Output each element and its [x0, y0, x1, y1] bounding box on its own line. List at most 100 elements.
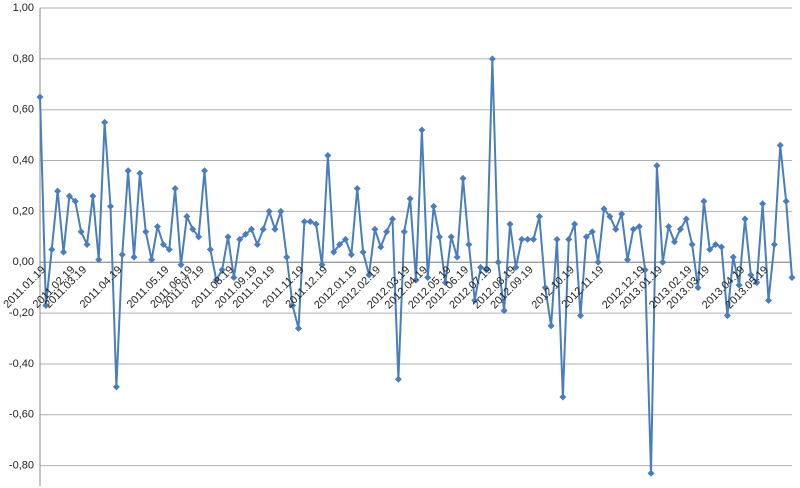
- y-tick-label: 0,80: [13, 53, 34, 65]
- marker: [171, 185, 179, 193]
- marker: [553, 235, 561, 243]
- marker: [148, 256, 156, 264]
- marker: [165, 246, 173, 254]
- marker: [248, 225, 255, 233]
- marker: [506, 220, 514, 228]
- marker: [436, 233, 443, 241]
- y-tick-label: -0,80: [9, 460, 34, 472]
- y-tick-label: 1,00: [13, 2, 34, 14]
- marker: [195, 233, 203, 241]
- marker: [483, 266, 490, 274]
- marker: [577, 312, 584, 320]
- marker: [318, 261, 326, 269]
- marker: [518, 235, 526, 243]
- marker: [447, 233, 455, 241]
- marker: [242, 230, 250, 238]
- marker: [530, 235, 537, 243]
- marker: [265, 207, 273, 215]
- marker: [735, 281, 743, 289]
- marker: [107, 202, 114, 210]
- y-tick-label: 0,20: [13, 205, 34, 217]
- marker: [559, 393, 567, 401]
- y-tick-label: -0,60: [9, 409, 34, 421]
- marker: [776, 141, 784, 149]
- marker: [377, 243, 385, 251]
- marker: [659, 258, 667, 266]
- marker: [136, 169, 144, 177]
- marker: [389, 215, 396, 223]
- marker: [665, 223, 673, 231]
- marker: [189, 225, 197, 233]
- marker: [154, 223, 161, 231]
- y-tick-label: 0,60: [13, 104, 34, 116]
- marker: [359, 248, 367, 256]
- marker: [101, 118, 109, 126]
- marker: [54, 187, 62, 195]
- marker: [424, 274, 432, 282]
- marker: [606, 212, 614, 220]
- marker: [465, 240, 473, 248]
- marker: [682, 215, 690, 223]
- marker: [441, 279, 449, 287]
- marker: [759, 200, 767, 208]
- marker: [118, 251, 126, 259]
- marker: [594, 258, 602, 266]
- marker: [624, 256, 631, 264]
- marker: [612, 225, 620, 233]
- marker: [60, 248, 67, 256]
- data-line: [39, 58, 793, 474]
- marker: [271, 225, 279, 233]
- marker: [89, 192, 97, 200]
- marker: [453, 253, 461, 261]
- marker: [788, 274, 796, 282]
- marker: [295, 324, 302, 332]
- marker: [653, 162, 661, 170]
- marker: [224, 233, 232, 241]
- marker: [588, 228, 596, 236]
- marker: [353, 185, 361, 193]
- marker: [524, 235, 532, 243]
- marker: [236, 235, 244, 243]
- marker: [183, 212, 191, 220]
- marker: [694, 284, 702, 292]
- marker: [706, 246, 714, 254]
- marker: [365, 271, 373, 279]
- marker: [471, 296, 479, 304]
- marker: [547, 322, 555, 330]
- marker: [324, 151, 332, 159]
- marker: [65, 192, 73, 200]
- marker: [336, 240, 344, 248]
- marker: [723, 312, 731, 320]
- marker: [459, 174, 467, 182]
- marker: [159, 240, 167, 248]
- marker: [312, 220, 320, 228]
- marker: [400, 228, 408, 236]
- marker: [36, 93, 44, 101]
- marker: [712, 240, 720, 248]
- marker: [201, 167, 208, 175]
- y-tick-label: 0,40: [13, 154, 34, 166]
- marker: [48, 246, 56, 254]
- marker: [629, 225, 637, 233]
- marker: [253, 240, 261, 248]
- marker: [259, 225, 267, 233]
- marker: [571, 220, 579, 228]
- marker: [770, 240, 778, 248]
- marker: [641, 266, 649, 274]
- marker: [177, 261, 185, 269]
- marker: [718, 243, 725, 251]
- marker: [371, 225, 379, 233]
- marker: [394, 375, 402, 383]
- marker: [112, 383, 120, 391]
- marker: [77, 228, 85, 236]
- marker: [494, 258, 502, 266]
- marker: [42, 301, 50, 309]
- marker: [782, 197, 790, 205]
- marker: [218, 266, 226, 274]
- marker: [582, 233, 590, 241]
- marker: [430, 202, 438, 210]
- marker: [753, 279, 761, 287]
- marker: [512, 263, 520, 271]
- marker: [212, 276, 220, 284]
